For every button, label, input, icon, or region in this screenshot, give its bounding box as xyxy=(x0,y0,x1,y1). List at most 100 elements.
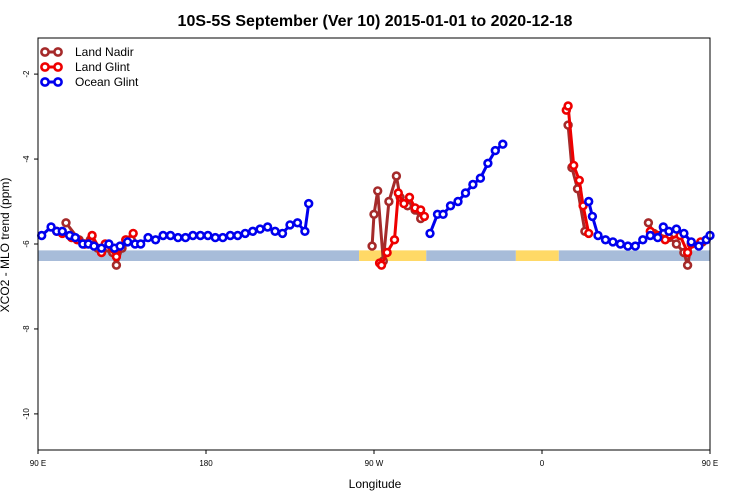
y-axis-label: XCO2 - MLO trend (ppm) xyxy=(0,178,12,313)
point-ocean-glint-2-10 xyxy=(652,232,663,243)
band-land-3 xyxy=(515,250,559,261)
point-land-nadir-3-0 xyxy=(643,218,654,228)
point-land-glint-2-5 xyxy=(583,228,594,239)
point-ocean-glint-0-9 xyxy=(96,243,107,253)
point-ocean-glint-2-6 xyxy=(623,241,633,251)
point-ocean-glint-0-17 xyxy=(150,235,161,245)
point-ocean-glint-2-13 xyxy=(671,224,682,234)
legend-item-land-glint: Land Glint xyxy=(40,60,130,74)
point-land-glint-3-4 xyxy=(682,247,693,258)
point-ocean-glint-1-5 xyxy=(460,188,471,198)
point-ocean-glint-1-8 xyxy=(483,158,493,169)
point-land-glint-0-10 xyxy=(128,228,138,239)
x-tick-label-1: 180 xyxy=(199,459,213,468)
point-ocean-glint-2-0 xyxy=(583,196,594,207)
point-ocean-glint-0-36 xyxy=(292,218,303,228)
point-ocean-glint-1-7 xyxy=(475,173,486,183)
legend-swatch-marker xyxy=(40,62,50,72)
y-tick-label-0: -2 xyxy=(22,70,31,78)
band-ocean-4 xyxy=(558,250,710,261)
point-ocean-glint-2-5 xyxy=(615,239,626,249)
point-ocean-glint-1-0 xyxy=(425,228,435,239)
legend-swatch-marker xyxy=(40,47,50,57)
legend-item-ocean-glint: Ocean Glint xyxy=(40,75,139,89)
point-ocean-glint-1-2 xyxy=(438,209,448,220)
y-tick-label-2: -6 xyxy=(22,240,31,248)
point-ocean-glint-0-30 xyxy=(248,226,258,237)
point-ocean-glint-0-18 xyxy=(158,230,168,241)
point-land-glint-2-3 xyxy=(574,175,584,186)
point-land-nadir-1-4 xyxy=(384,196,394,207)
point-ocean-glint-2-3 xyxy=(600,235,611,245)
legend-label-land-glint: Land Glint xyxy=(75,60,130,74)
band-ocean-2 xyxy=(426,250,516,261)
point-land-glint-1-2 xyxy=(382,247,392,258)
point-ocean-glint-2-12 xyxy=(664,226,674,237)
point-land-nadir-3-5 xyxy=(682,260,693,270)
point-ocean-glint-0-26 xyxy=(218,232,228,243)
legend-swatch-marker xyxy=(53,47,63,57)
chart-title: 10S-5S September (Ver 10) 2015-01-01 to … xyxy=(178,13,573,30)
point-land-nadir-1-0 xyxy=(367,241,377,251)
point-land-glint-2-2 xyxy=(568,160,579,171)
point-land-glint-1-9 xyxy=(419,211,430,222)
point-ocean-glint-1-10 xyxy=(498,139,508,149)
point-ocean-glint-0-32 xyxy=(262,222,273,232)
x-tick-label-3: 0 xyxy=(540,459,545,468)
point-ocean-glint-0-16 xyxy=(143,232,153,243)
legend-swatch-marker xyxy=(53,77,63,87)
point-ocean-glint-0-13 xyxy=(122,237,133,247)
legend-item-land-nadir: Land Nadir xyxy=(40,45,134,59)
point-ocean-glint-0-0 xyxy=(36,230,47,241)
point-ocean-glint-0-15 xyxy=(136,239,146,249)
point-ocean-glint-0-3 xyxy=(57,226,67,237)
point-ocean-glint-1-4 xyxy=(453,196,463,207)
axes: 90 E 180 90 W 0 90 E -2 -4 -6 -8 -10 xyxy=(22,37,718,468)
point-ocean-glint-2-1 xyxy=(587,211,598,222)
y-tick-label-3: -8 xyxy=(22,325,31,333)
point-land-glint-0-8 xyxy=(111,252,122,262)
legend-label-ocean-glint: Ocean Glint xyxy=(75,75,139,89)
point-ocean-glint-2-9 xyxy=(645,230,655,241)
point-land-glint-1-8 xyxy=(416,205,426,215)
series-land-nadir xyxy=(61,120,708,270)
point-ocean-glint-0-31 xyxy=(255,224,265,234)
point-land-glint-1-3 xyxy=(389,235,400,245)
point-ocean-glint-2-4 xyxy=(608,237,618,247)
point-ocean-glint-0-24 xyxy=(203,230,213,241)
point-land-glint-1-1 xyxy=(376,260,387,270)
point-ocean-glint-2-8 xyxy=(638,235,648,245)
point-land-nadir-1-5 xyxy=(391,171,402,181)
point-ocean-glint-0-38 xyxy=(304,198,314,209)
point-ocean-glint-0-27 xyxy=(225,230,236,241)
series-layer xyxy=(36,101,715,270)
point-ocean-glint-0-22 xyxy=(188,230,198,241)
point-ocean-glint-1-6 xyxy=(468,179,478,190)
point-ocean-glint-0-29 xyxy=(240,228,250,239)
point-ocean-glint-1-9 xyxy=(490,145,500,156)
point-land-glint-1-6 xyxy=(404,192,415,203)
point-ocean-glint-0-37 xyxy=(300,226,310,237)
land-ocean-band xyxy=(38,250,710,261)
point-ocean-glint-1-3 xyxy=(445,201,456,211)
y-tick-label-4: -10 xyxy=(22,408,31,420)
point-ocean-glint-2-14 xyxy=(679,228,689,239)
legend-swatch-marker xyxy=(40,77,50,87)
legend-swatch-marker xyxy=(53,62,63,72)
point-land-nadir-3-3 xyxy=(671,239,682,249)
point-ocean-glint-0-25 xyxy=(210,232,221,243)
point-land-glint-2-1 xyxy=(563,101,573,111)
point-ocean-glint-0-34 xyxy=(277,228,288,239)
point-ocean-glint-0-33 xyxy=(270,226,280,237)
series-ocean-glint xyxy=(36,139,715,253)
point-ocean-glint-0-21 xyxy=(180,232,191,243)
point-ocean-glint-0-12 xyxy=(115,241,125,251)
point-ocean-glint-2-7 xyxy=(630,241,640,251)
point-ocean-glint-0-19 xyxy=(165,230,176,241)
point-land-nadir-1-2 xyxy=(373,186,383,196)
point-land-glint-1-5 xyxy=(399,198,409,209)
x-tick-label-4: 90 E xyxy=(702,459,718,468)
point-ocean-glint-0-35 xyxy=(285,220,295,230)
point-ocean-glint-0-20 xyxy=(173,232,183,243)
